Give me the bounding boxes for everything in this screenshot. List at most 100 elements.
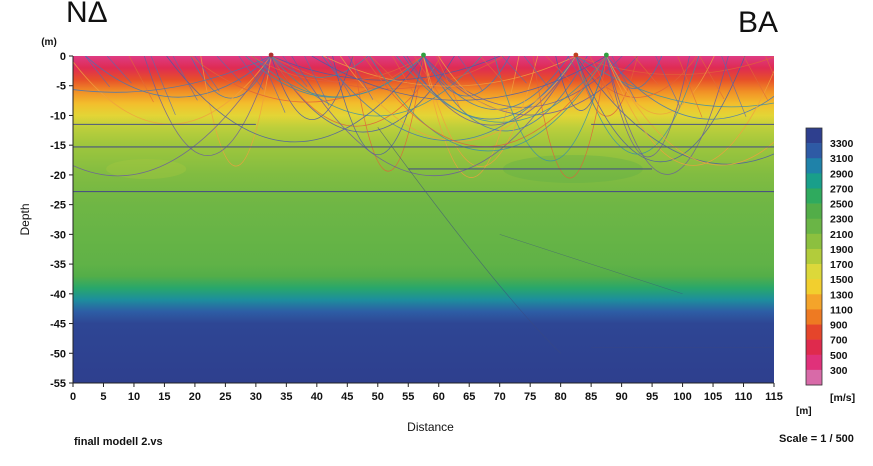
ray-path — [396, 56, 607, 123]
ray-path — [575, 56, 774, 165]
colorbar-label: 900 — [830, 320, 848, 332]
ray-path — [106, 56, 132, 84]
y-tick-label: -50 — [50, 348, 66, 360]
ray-path — [423, 56, 539, 167]
ray-path — [567, 56, 593, 99]
chart-title-left: NΔ — [66, 0, 108, 29]
x-tick-label: 35 — [280, 391, 292, 403]
y-tick-label: -35 — [50, 259, 66, 271]
colorbar-label: 2900 — [830, 168, 854, 180]
x-axis-label: Distance — [407, 420, 454, 434]
ray-path — [190, 56, 272, 99]
ray-path — [677, 56, 703, 118]
velocity-field — [73, 56, 774, 383]
y-tick-label: -55 — [50, 378, 66, 390]
x-axis-unit: [m] — [796, 406, 812, 417]
x-tick-label: 105 — [704, 391, 722, 403]
model-file-name: finall modell 2.vs — [74, 436, 163, 448]
colorbar-label: 2300 — [830, 214, 854, 226]
ray-path — [245, 56, 424, 98]
x-tick-label: 60 — [433, 391, 445, 403]
colorbar-label: 2100 — [830, 229, 854, 241]
ray-path — [423, 56, 638, 116]
ray-path — [589, 56, 615, 103]
ray-path — [606, 56, 715, 115]
ray-path — [606, 56, 690, 158]
colorbar-swatch — [806, 339, 822, 356]
shot-marker — [268, 52, 274, 58]
colorbar-label: 1900 — [830, 244, 854, 256]
x-tick-label: 110 — [735, 391, 753, 403]
ray-path — [369, 56, 607, 152]
colorbar-unit: [m/s] — [830, 392, 855, 404]
x-tick-label: 0 — [70, 391, 76, 403]
y-axis-label: Depth — [18, 203, 32, 235]
colorbar-swatch — [806, 248, 822, 265]
colorbar-swatch — [806, 354, 822, 371]
ray-path — [128, 56, 154, 103]
colorbar-label: 2700 — [830, 183, 854, 195]
x-tick-label: 80 — [555, 391, 567, 403]
ray-path — [326, 56, 352, 97]
ray-path — [260, 56, 286, 113]
ray-path — [699, 56, 725, 100]
colorbar-swatch — [806, 369, 822, 386]
ray-path — [765, 56, 774, 77]
ray-path — [479, 56, 505, 84]
colorbar-swatch — [806, 158, 822, 174]
shot-marker — [421, 52, 426, 58]
y-tick-label: -15 — [50, 140, 66, 152]
ray-path — [606, 56, 774, 166]
y-tick-label: 0 — [60, 51, 66, 63]
x-tick-label: 10 — [128, 391, 140, 403]
ray-path — [332, 56, 424, 156]
ray-path — [501, 56, 527, 84]
colorbar-label: 1100 — [830, 304, 853, 316]
x-tick-label: 15 — [158, 391, 170, 403]
colorbar-swatch — [806, 324, 822, 340]
x-tick-label: 40 — [311, 391, 323, 403]
shot-marker — [603, 52, 609, 58]
colorbar-label: 300 — [830, 365, 848, 377]
y-axis-unit: (m) — [41, 37, 57, 48]
x-tick-label: 20 — [189, 391, 201, 403]
x-tick-label: 95 — [646, 391, 658, 403]
ray-path — [435, 56, 462, 110]
ray-path — [575, 56, 774, 75]
ray-path — [339, 56, 577, 142]
ray-path — [250, 56, 424, 83]
colorbar-swatch — [806, 264, 822, 280]
ray-path — [494, 56, 607, 162]
ray-path — [414, 56, 439, 94]
colorbar-swatch — [806, 279, 822, 295]
ray-path — [172, 56, 198, 101]
ray-path — [291, 56, 577, 177]
ray-path — [457, 56, 483, 92]
ray-path — [348, 56, 374, 100]
colorbar-swatch — [806, 233, 822, 250]
ray-path — [216, 56, 242, 83]
x-tick-label: 55 — [402, 391, 414, 403]
ray-path — [575, 56, 698, 98]
colorbar-label: 1700 — [830, 259, 854, 271]
ray-path — [545, 56, 571, 82]
ray-path — [438, 56, 577, 111]
y-tick-label: -25 — [50, 200, 66, 212]
y-tick-label: -5 — [56, 81, 66, 93]
colorbar-label: 1500 — [830, 274, 854, 286]
colorbar-label: 1300 — [830, 289, 854, 301]
scale-label: Scale = 1 / 500 — [779, 433, 854, 445]
colorbar-frame — [805, 127, 823, 386]
ray-path — [150, 56, 176, 116]
ray-path — [73, 56, 272, 93]
x-tick-label: 70 — [494, 391, 506, 403]
ray-path — [423, 56, 588, 132]
colorbar-label: 3100 — [830, 153, 854, 165]
colorbar-label: 3300 — [830, 138, 854, 150]
ray-path — [238, 56, 264, 90]
ray-path — [370, 56, 396, 81]
x-tick-label: 25 — [219, 391, 231, 403]
colorbar-swatch — [806, 143, 822, 159]
ray-path — [575, 56, 639, 117]
